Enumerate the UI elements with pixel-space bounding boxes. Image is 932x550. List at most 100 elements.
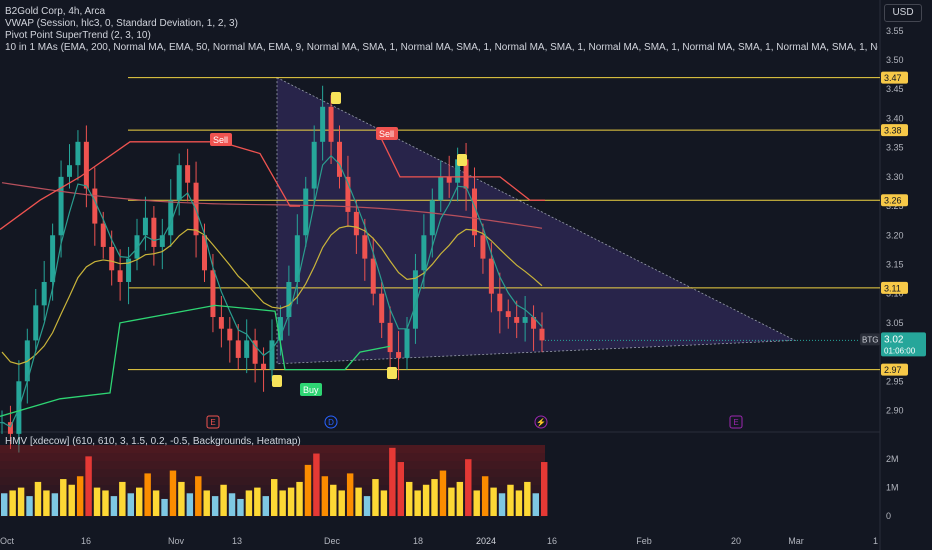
volume-bar <box>397 462 404 516</box>
candle <box>311 141 317 189</box>
x-tick-label: Nov <box>168 536 185 546</box>
volume-bar <box>406 481 413 516</box>
candle <box>100 223 106 247</box>
chart-title: B2Gold Corp, 4h, Arca <box>5 6 106 17</box>
volume-bar <box>524 481 531 516</box>
volume-bar <box>110 496 118 516</box>
y-tick-label: 3.20 <box>886 230 904 240</box>
last-price-label: 3.02 <box>884 334 904 345</box>
volume-heatmap-band <box>0 461 545 469</box>
level-badge <box>881 124 908 137</box>
earnings-marker[interactable] <box>729 415 743 429</box>
lightning-icon: ⚡ <box>536 417 546 427</box>
volume-bar <box>17 487 25 516</box>
volume-bar <box>498 493 506 516</box>
candle <box>151 217 157 247</box>
supertrend-down-line <box>379 135 545 201</box>
volume-bar <box>355 487 362 516</box>
x-tick-label: Dec <box>324 536 341 546</box>
level-label: 3.47 <box>884 73 902 83</box>
vwap-legend[interactable]: VWAP (Session, hlc3, 0, Standard Deviati… <box>5 18 238 29</box>
level-badge <box>881 194 908 207</box>
candle <box>269 340 275 370</box>
volume-bar <box>346 473 354 516</box>
candle <box>286 281 292 318</box>
volume-pane-title[interactable]: HMV [xdecow] (610, 610, 3, 1.5, 0.2, -0.… <box>5 436 301 447</box>
volume-bar <box>237 498 244 516</box>
candle <box>83 141 89 189</box>
volume-bar <box>119 481 126 516</box>
sell-signal[interactable] <box>376 127 398 140</box>
supertrend-legend[interactable]: Pivot Point SuperTrend (2, 3, 10) <box>5 30 151 41</box>
volume-bar <box>254 487 261 516</box>
candle <box>75 141 81 166</box>
event-marker-label: D <box>328 418 334 427</box>
volume-bar <box>76 476 84 516</box>
level-badge <box>881 363 908 376</box>
candle <box>412 270 418 329</box>
level-badge <box>881 281 908 294</box>
pivot-marker <box>331 92 341 104</box>
candle <box>294 235 300 282</box>
candle <box>33 305 39 341</box>
sell-signal[interactable] <box>210 133 232 146</box>
candle <box>227 328 233 341</box>
ema50-line <box>1 225 543 365</box>
candle <box>370 258 376 294</box>
y-tick-label: 2.90 <box>886 405 904 415</box>
volume-bar <box>9 490 16 516</box>
candle <box>345 176 351 212</box>
candle <box>7 422 13 434</box>
candle <box>252 340 258 364</box>
volume-bar <box>262 496 269 516</box>
event-marker-label: E <box>733 418 738 427</box>
y-tick-label: 2.95 <box>886 376 904 386</box>
candle <box>50 235 56 282</box>
volume-bar <box>102 490 109 516</box>
level-label: 2.97 <box>884 365 902 375</box>
candle <box>185 165 191 183</box>
volume-bar <box>203 490 210 516</box>
pivot-marker <box>272 375 282 387</box>
earnings-marker[interactable] <box>206 415 220 429</box>
volume-bar <box>178 481 185 516</box>
candle <box>463 159 469 189</box>
split-marker[interactable] <box>534 415 548 429</box>
symbol-label: BTG <box>862 335 878 344</box>
signal-label: Sell <box>213 135 228 145</box>
volume-bar <box>144 473 151 516</box>
buy-signal[interactable] <box>300 383 322 396</box>
ema9-line <box>1 154 543 428</box>
candle <box>514 317 520 323</box>
ma-legend[interactable]: 10 in 1 MAs (EMA, 200, Normal MA, EMA, 5… <box>5 42 878 53</box>
candle <box>202 235 207 271</box>
candle <box>320 106 326 142</box>
volume-bar <box>26 496 33 516</box>
candle <box>142 217 148 236</box>
volume-bar <box>228 493 236 516</box>
supertrend-up-line <box>0 304 391 417</box>
volume-bar <box>389 447 396 516</box>
triangle-pattern <box>276 76 797 365</box>
x-tick-label: 16 <box>547 536 557 546</box>
volume-bar <box>304 464 312 516</box>
volume-bar <box>363 496 371 516</box>
volume-bar <box>211 496 219 516</box>
candle <box>58 176 64 236</box>
candle <box>387 322 393 353</box>
volume-bar <box>85 456 92 516</box>
level-label: 3.38 <box>884 126 902 136</box>
candle <box>497 293 503 312</box>
candle <box>455 159 461 183</box>
volume-bar <box>60 479 67 516</box>
volume-bar <box>515 490 523 516</box>
y-tick-label: 3.30 <box>886 172 904 182</box>
currency-button[interactable]: USD <box>884 4 922 22</box>
volume-bar <box>152 490 160 516</box>
dividend-marker[interactable] <box>324 415 338 429</box>
volume-bar <box>287 487 295 516</box>
volume-bar <box>161 498 168 516</box>
y-tick-label: 3.40 <box>886 113 904 123</box>
signal-label: Buy <box>303 385 319 395</box>
